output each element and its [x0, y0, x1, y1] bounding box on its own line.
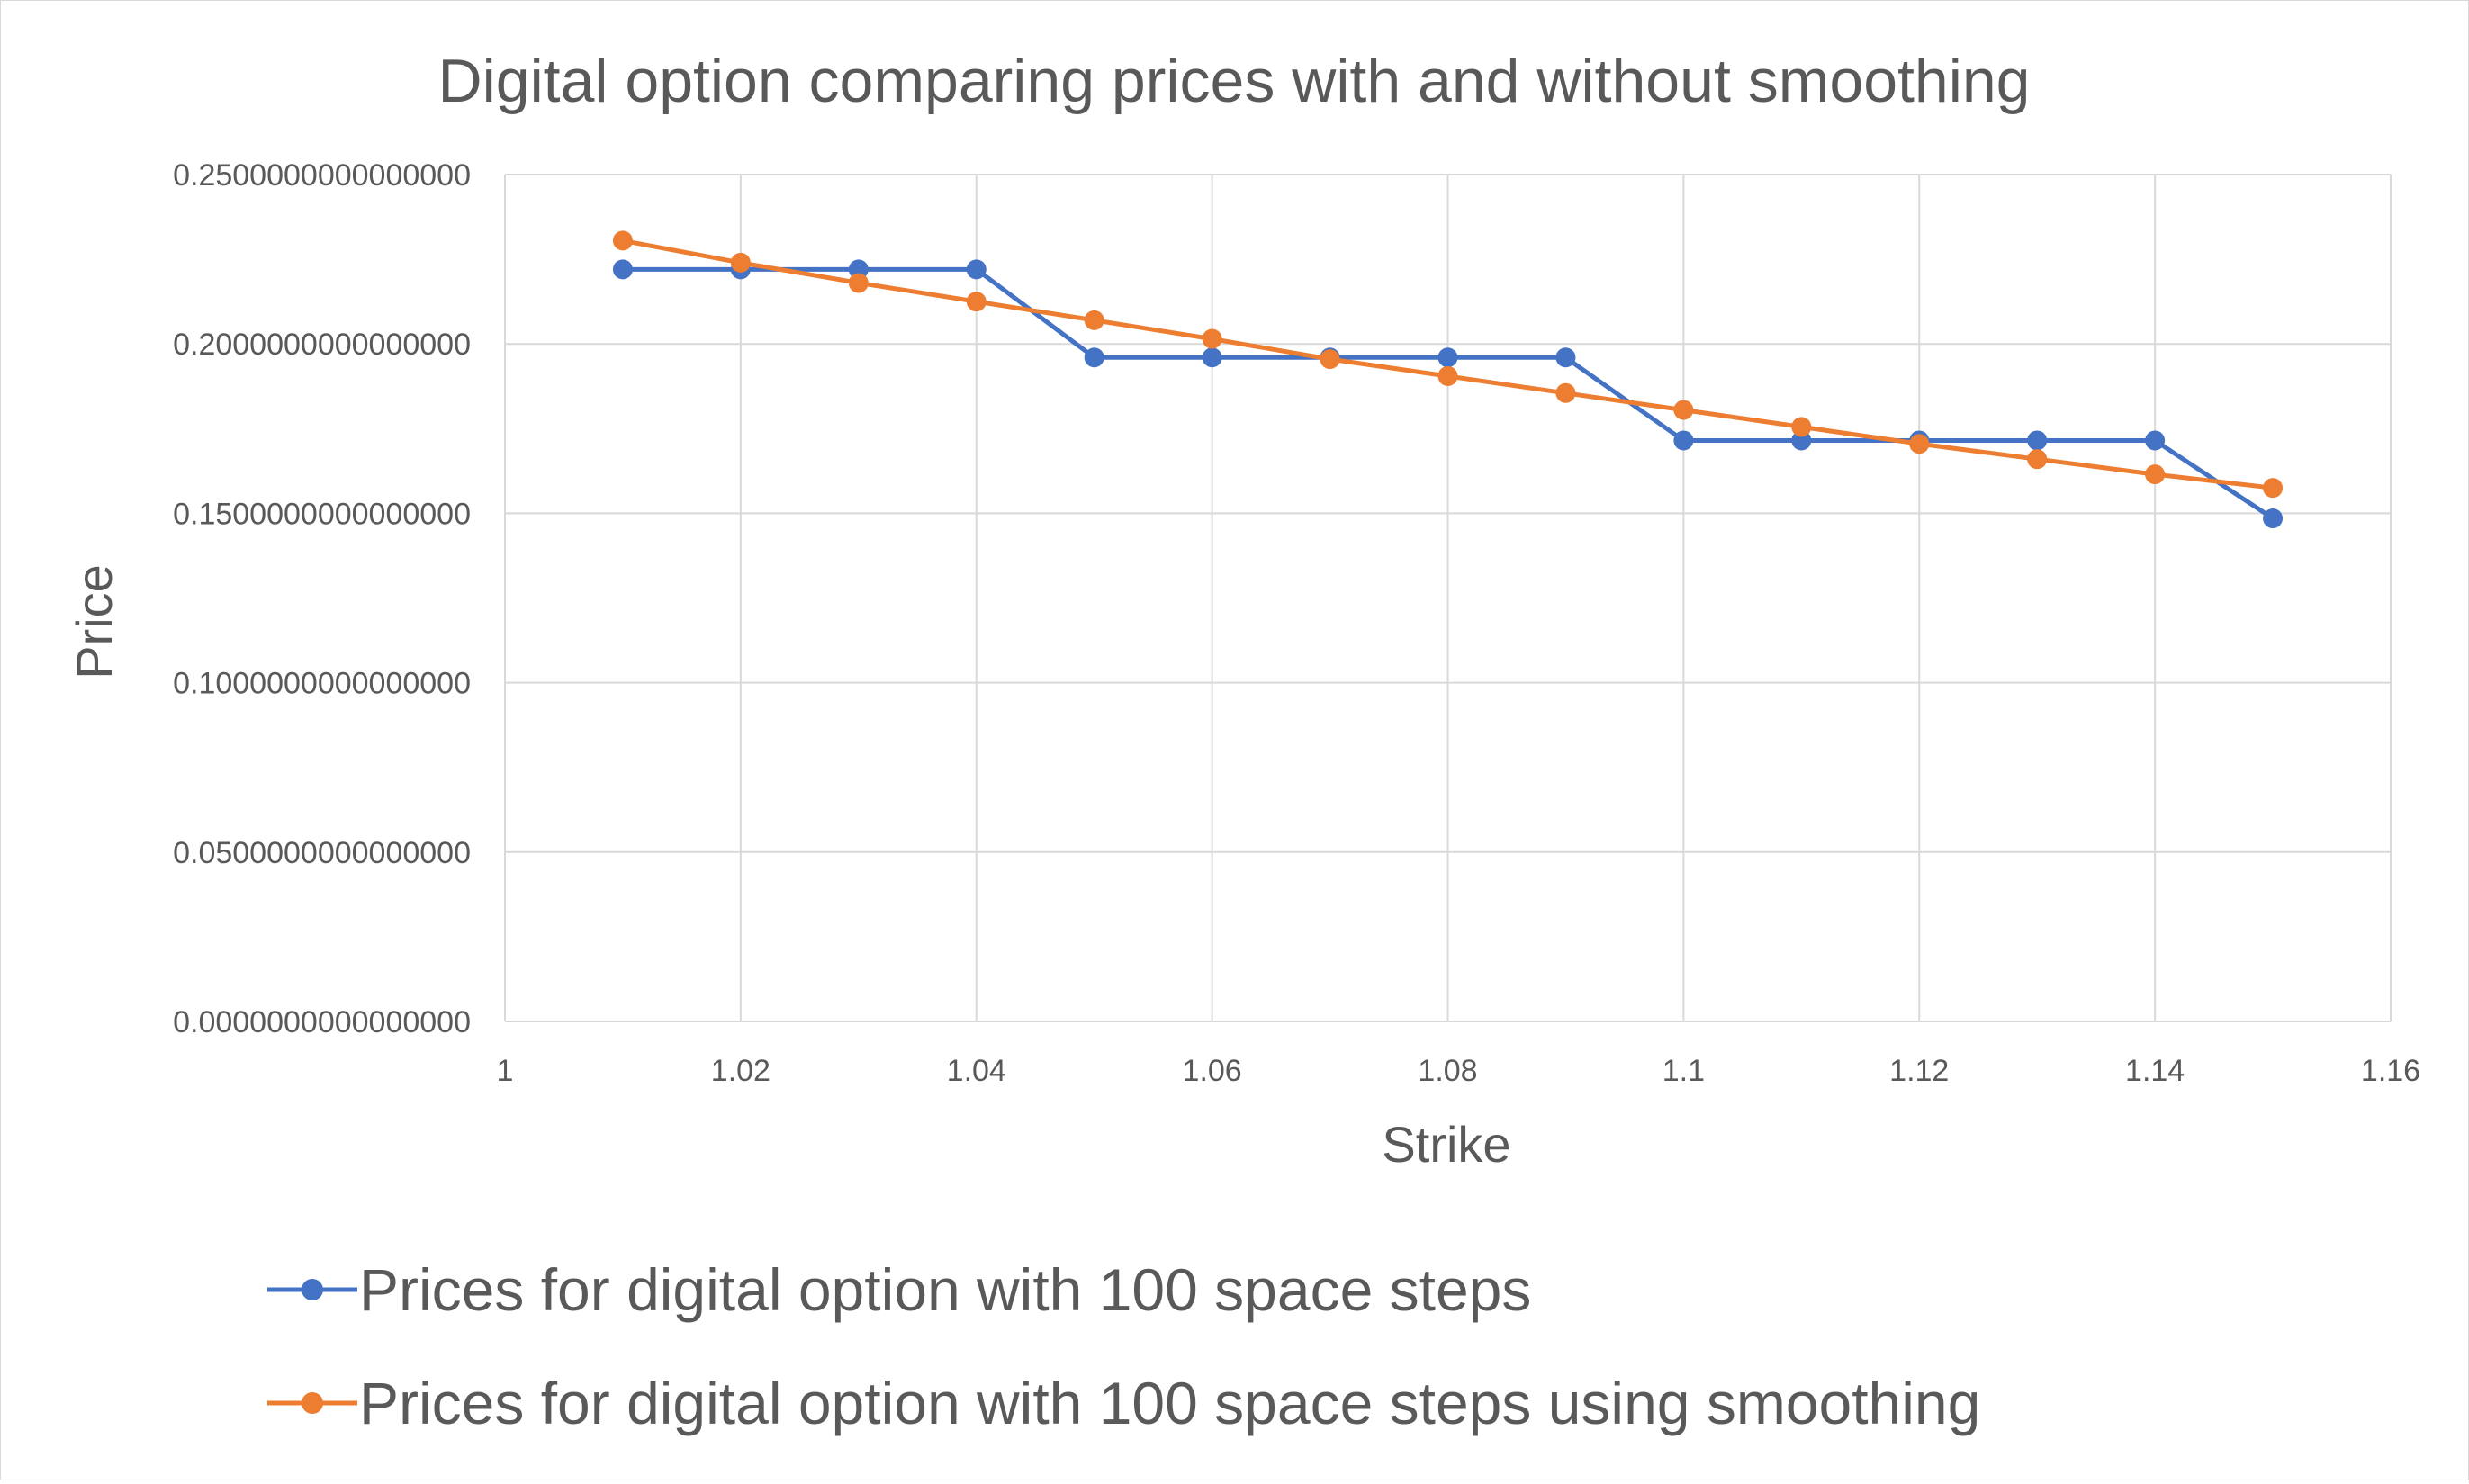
data-point	[1437, 365, 1458, 386]
x-tick-label: 1.06	[1183, 1054, 1242, 1088]
data-point	[1909, 434, 1930, 454]
y-tick-label: 0.2000000000000000	[173, 328, 471, 362]
data-point	[1555, 347, 1576, 368]
x-tick-label: 1.02	[711, 1054, 770, 1088]
legend-entry: Prices for digital option with 100 space…	[267, 1370, 1980, 1436]
x-tick-label: 1.14	[2125, 1054, 2185, 1088]
x-tick-label: 1.04	[947, 1054, 1006, 1088]
x-tick-label: 1.08	[1418, 1054, 1477, 1088]
legend: Prices for digital option with 100 space…	[267, 1256, 1980, 1436]
x-tick-labels: 1 1.02 1.04 1.06 1.08 1.1 1.12 1.14 1.16	[497, 1054, 2421, 1088]
series-1	[612, 259, 2284, 529]
data-point	[1202, 328, 1222, 349]
data-point	[1791, 417, 1812, 437]
data-point	[2027, 430, 2048, 451]
data-point	[1320, 349, 1340, 370]
data-point	[1555, 382, 1576, 403]
legend-entry: Prices for digital option with 100 space…	[267, 1256, 1531, 1323]
x-tick-label: 1.12	[1889, 1054, 1949, 1088]
y-tick-label: 0.0500000000000000	[173, 836, 471, 870]
series-2	[612, 230, 2284, 499]
data-point	[730, 252, 751, 273]
data-point	[2145, 430, 2166, 451]
data-point	[1673, 430, 1694, 451]
legend-marker-swatch	[302, 1392, 323, 1414]
data-point	[2263, 508, 2284, 529]
x-axis-title: Strike	[1382, 1116, 1510, 1173]
legend-label: Prices for digital option with 100 space…	[359, 1370, 1980, 1436]
y-axis-title: Price	[66, 564, 122, 679]
y-tick-label: 0.1000000000000000	[173, 667, 471, 701]
data-point	[2027, 449, 2048, 470]
data-point	[966, 292, 987, 312]
data-point	[2145, 464, 2166, 485]
data-point	[1202, 347, 1222, 368]
legend-marker-swatch	[302, 1279, 323, 1300]
data-point	[1791, 430, 1812, 451]
series-layer	[612, 230, 2284, 529]
y-tick-labels: 0.0000000000000000 0.0500000000000000 0.10…	[173, 158, 471, 1039]
y-tick-label: 0.0000000000000000	[173, 1005, 471, 1039]
data-point	[1437, 347, 1458, 368]
x-tick-label: 1.16	[2361, 1054, 2420, 1088]
data-point	[1084, 347, 1104, 368]
chart-title: Digital option comparing prices with and…	[438, 47, 2031, 115]
data-point	[612, 230, 633, 251]
data-point	[1084, 310, 1104, 330]
x-tick-label: 1.1	[1663, 1054, 1705, 1088]
data-point	[2263, 478, 2284, 499]
x-tick-label: 1	[497, 1054, 514, 1088]
y-tick-label: 0.1500000000000000	[173, 497, 471, 531]
data-point	[848, 273, 869, 293]
legend-label: Prices for digital option with 100 space…	[359, 1256, 1531, 1323]
data-point	[612, 259, 633, 280]
data-point	[848, 259, 869, 280]
y-tick-label: 0.2500000000000000	[173, 158, 471, 193]
data-point	[1673, 400, 1694, 420]
grid-layer	[504, 174, 2392, 1022]
data-point	[966, 259, 987, 280]
